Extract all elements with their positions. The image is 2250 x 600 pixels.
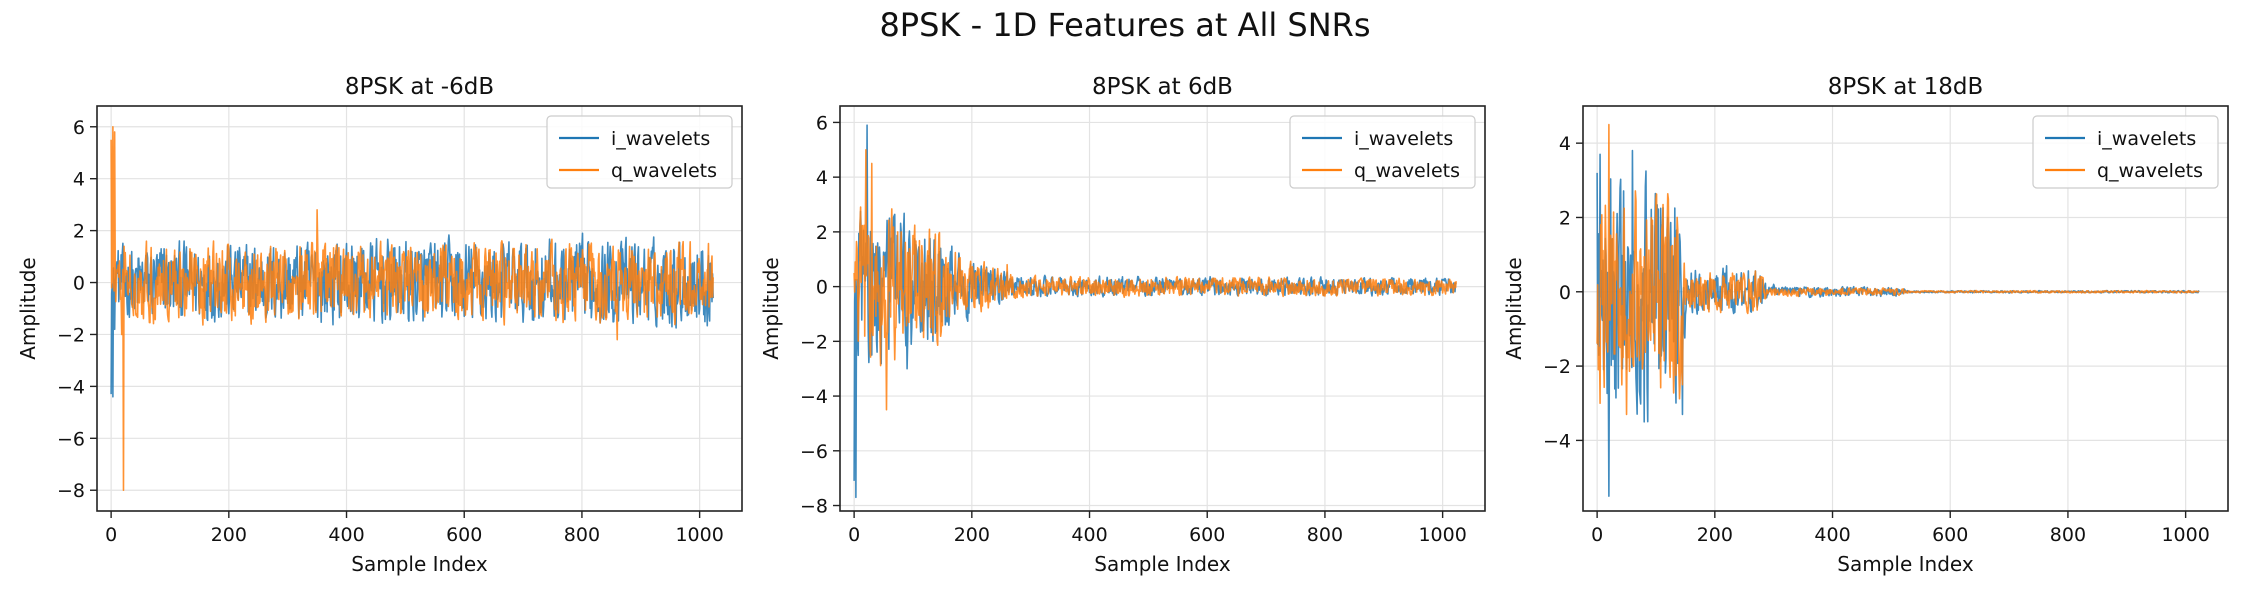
x-axis-label: Sample Index [1094, 552, 1231, 576]
y-ticks: −8 −6 −4 −2 0 2 4 6 [57, 117, 97, 502]
axes-frame [96, 105, 743, 512]
y-tick-label: −8 [57, 480, 85, 502]
x-tick-label: 0 [105, 524, 117, 546]
series-lines [110, 125, 714, 492]
y-axis-label: Amplitude [16, 257, 40, 360]
x-axis-label: Sample Index [351, 552, 488, 576]
y-tick-label: 6 [816, 112, 828, 134]
subplot-title: 8PSK at 18dB [1828, 74, 1984, 100]
x-tick-label: 800 [2050, 524, 2086, 546]
y-tick-label: 4 [73, 169, 85, 191]
series-lines [853, 124, 1457, 499]
x-tick-label: 200 [211, 524, 247, 546]
y-tick-label: −6 [800, 441, 828, 463]
x-tick-label: 0 [848, 524, 860, 546]
x-axis-label: Sample Index [1837, 552, 1974, 576]
y-tick-label: 2 [73, 221, 85, 243]
legend-label-i_wavelets: i_wavelets [1354, 128, 1453, 150]
x-tick-label: 400 [328, 524, 364, 546]
y-tick-label: −4 [1543, 430, 1571, 452]
y-tick-label: 0 [1559, 282, 1571, 304]
y-axis-label: Amplitude [1502, 257, 1526, 360]
subplot-snr-minus6: 0 200 400 600 800 1000 −8 −6 −4 −2 0 2 4 6 8PSK at -6d… [16, 74, 743, 576]
legend-label-i_wavelets: i_wavelets [2097, 128, 2196, 150]
x-tick-label: 800 [1307, 524, 1343, 546]
x-tick-label: 600 [446, 524, 482, 546]
series-line-i_wavelets [110, 232, 714, 398]
y-tick-label: 6 [73, 117, 85, 139]
legend-label-q_wavelets: q_wavelets [2097, 160, 2203, 182]
x-tick-label: 600 [1932, 524, 1968, 546]
y-tick-label: −8 [800, 496, 828, 518]
legend: i_wavelets q_wavelets [2032, 115, 2219, 189]
y-tick-label: 0 [73, 273, 85, 295]
y-ticks: −8 −6 −4 −2 0 2 4 6 [800, 112, 840, 518]
y-tick-label: 2 [1559, 207, 1571, 229]
axes-frame [839, 105, 1486, 512]
x-tick-label: 600 [1189, 524, 1225, 546]
axes-frame [1582, 105, 2229, 512]
x-ticks: 0 200 400 600 800 1000 [848, 511, 1467, 546]
y-tick-label: −6 [57, 428, 85, 450]
x-ticks: 0 200 400 600 800 1000 [1591, 511, 2210, 546]
series-line-q_wavelets [1596, 123, 2200, 416]
subplot-snr-18: 0 200 400 600 800 1000 −4 −2 0 2 4 8PSK at 18dB Samp… [1502, 74, 2229, 576]
legend-label-q_wavelets: q_wavelets [611, 160, 717, 182]
y-tick-label: −4 [800, 386, 828, 408]
subplot-title: 8PSK at -6dB [345, 74, 494, 100]
y-tick-label: −2 [800, 331, 828, 353]
x-tick-label: 1000 [2161, 524, 2209, 546]
y-axis-label: Amplitude [759, 257, 783, 360]
y-tick-label: 0 [816, 277, 828, 299]
x-tick-label: 400 [1071, 524, 1107, 546]
legend: i_wavelets q_wavelets [546, 115, 733, 189]
y-tick-label: −4 [57, 376, 85, 398]
x-tick-label: 200 [1697, 524, 1733, 546]
x-tick-label: 0 [1591, 524, 1603, 546]
series-line-q_wavelets [853, 148, 1457, 411]
series-lines [1596, 123, 2200, 497]
series-line-i_wavelets [1596, 149, 2200, 497]
subplot-snr-6: 0 200 400 600 800 1000 −8 −6 −4 −2 0 2 4 6 8PSK at 6dB… [759, 74, 1486, 576]
x-tick-label: 1000 [675, 524, 723, 546]
y-ticks: −4 −2 0 2 4 [1543, 133, 1583, 452]
y-tick-label: 2 [816, 222, 828, 244]
x-tick-label: 200 [954, 524, 990, 546]
y-tick-label: −2 [1543, 356, 1571, 378]
series-line-q_wavelets [110, 125, 714, 492]
legend-label-q_wavelets: q_wavelets [1354, 160, 1460, 182]
x-tick-label: 800 [564, 524, 600, 546]
x-ticks: 0 200 400 600 800 1000 [105, 511, 724, 546]
x-tick-label: 400 [1814, 524, 1850, 546]
x-tick-label: 1000 [1418, 524, 1466, 546]
figure-suptitle: 8PSK - 1D Features at All SNRs [879, 6, 1371, 44]
y-tick-label: 4 [1559, 133, 1571, 155]
subplot-title: 8PSK at 6dB [1092, 74, 1233, 100]
y-tick-label: 4 [816, 167, 828, 189]
y-tick-label: −2 [57, 324, 85, 346]
legend: i_wavelets q_wavelets [1289, 115, 1476, 189]
legend-label-i_wavelets: i_wavelets [611, 128, 710, 150]
